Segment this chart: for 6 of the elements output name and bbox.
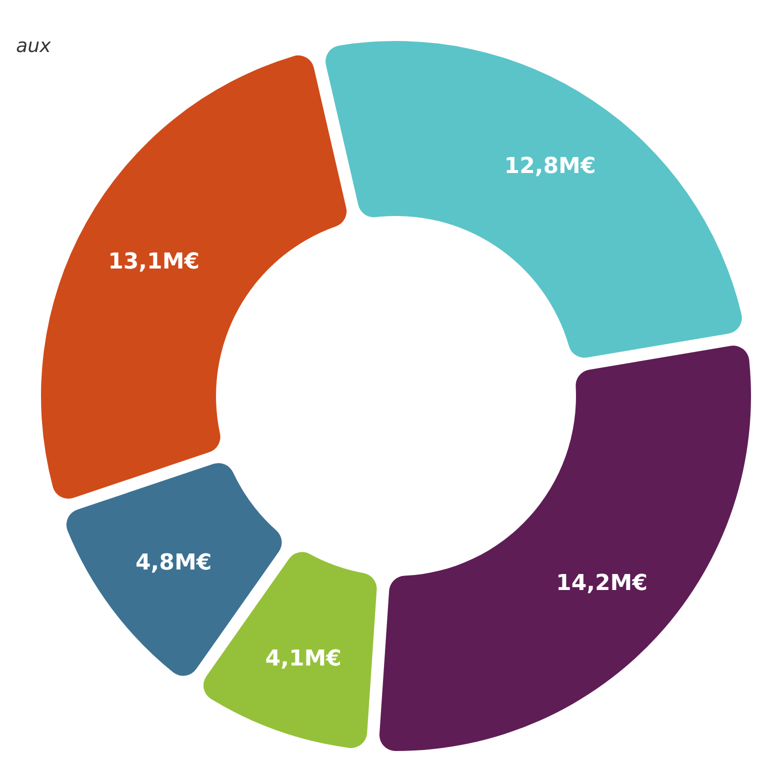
- data-label: 4,8M€: [135, 550, 212, 576]
- data-label: 14,2M€: [556, 570, 648, 596]
- data-label: 12,8M€: [504, 154, 596, 179]
- text: aux: [16, 35, 52, 57]
- data-label: 4,1M€: [265, 646, 342, 672]
- data-label: 13,1M€: [108, 249, 200, 274]
